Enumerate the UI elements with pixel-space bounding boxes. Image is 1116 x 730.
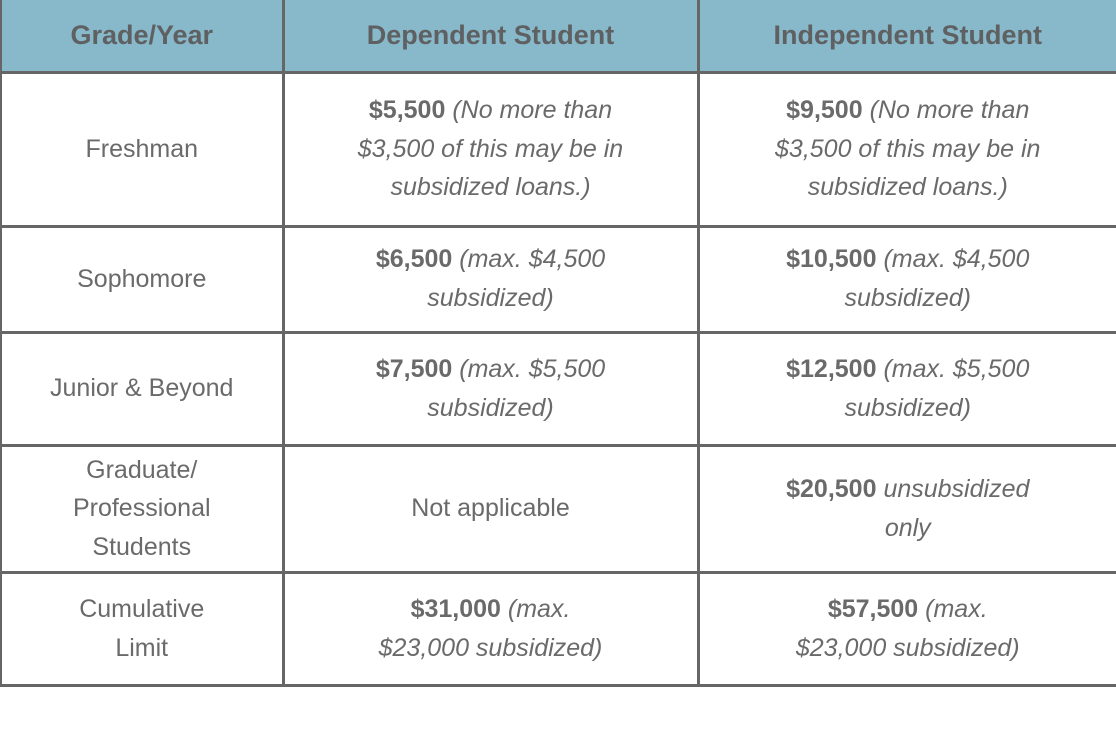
table-row-junior-beyond: Junior & Beyond $7,500 (max. $5,500 subs… (0, 330, 1116, 447)
dependent-cell: Not applicable (281, 443, 700, 574)
grade-cell: Graduate/ Professional Students (0, 443, 285, 574)
dependent-cell: $6,500 (max. $4,500 subsidized) (281, 224, 700, 334)
table-header-row: Grade/Year Dependent Student Independent… (0, 0, 1116, 74)
header-cell-grade-year: Grade/Year (0, 0, 285, 74)
table-row-freshman: Freshman $5,500 (No more than $3,500 of … (0, 70, 1116, 228)
independent-cell: $20,500 unsubsidized only (696, 443, 1116, 574)
independent-cell: $57,500 (max. $23,000 subsidized) (696, 570, 1116, 687)
independent-note: (max. $4,500 subsidized) (844, 245, 1030, 312)
independent-amount: $20,500 (786, 474, 877, 503)
table-row-cumulative-limit: Cumulative Limit $31,000 (max. $23,000 s… (0, 570, 1116, 687)
independent-amount: $9,500 (786, 95, 863, 124)
dependent-note: (No more than $3,500 of this may be in s… (357, 95, 624, 202)
independent-note: (No more than $3,500 of this may be in s… (775, 95, 1041, 202)
dependent-plain-text: Not applicable (411, 494, 570, 523)
grade-cell: Cumulative Limit (0, 570, 285, 687)
grade-cell: Junior & Beyond (0, 330, 285, 447)
independent-cell: $9,500 (No more than $3,500 of this may … (696, 70, 1116, 228)
independent-note: (max. $23,000 subsidized) (795, 595, 1020, 662)
independent-amount: $10,500 (786, 245, 877, 274)
grade-cell: Sophomore (0, 224, 285, 334)
independent-cell: $10,500 (max. $4,500 subsidized) (696, 224, 1116, 334)
table-row-sophomore: Sophomore $6,500 (max. $4,500 subsidized… (0, 224, 1116, 334)
independent-cell: $12,500 (max. $5,500 subsidized) (696, 330, 1116, 447)
header-cell-independent-student: Independent Student (696, 0, 1116, 74)
dependent-cell: $7,500 (max. $5,500 subsidized) (281, 330, 700, 447)
table-row-graduate-professional: Graduate/ Professional Students Not appl… (0, 443, 1116, 574)
dependent-amount: $6,500 (375, 245, 453, 274)
independent-amount: $57,500 (827, 595, 919, 623)
independent-note: (max. $5,500 subsidized) (844, 354, 1030, 422)
dependent-amount: $5,500 (368, 95, 446, 124)
dependent-note: (max. $5,500 subsidized) (427, 354, 606, 422)
header-cell-dependent-student: Dependent Student (281, 0, 700, 74)
independent-note: unsubsidized only (883, 474, 1030, 542)
independent-amount: $12,500 (786, 354, 877, 383)
dependent-note: (max. $23,000 subsidized) (378, 595, 603, 662)
dependent-cell: $5,500 (No more than $3,500 of this may … (281, 70, 700, 228)
grade-cell: Freshman (0, 70, 285, 228)
dependent-amount: $7,500 (375, 354, 453, 383)
dependent-note: (max. $4,500 subsidized) (427, 245, 606, 312)
loan-limits-table: Grade/Year Dependent Student Independent… (0, 0, 1116, 687)
dependent-amount: $31,000 (410, 595, 501, 623)
dependent-cell: $31,000 (max. $23,000 subsidized) (281, 570, 700, 687)
